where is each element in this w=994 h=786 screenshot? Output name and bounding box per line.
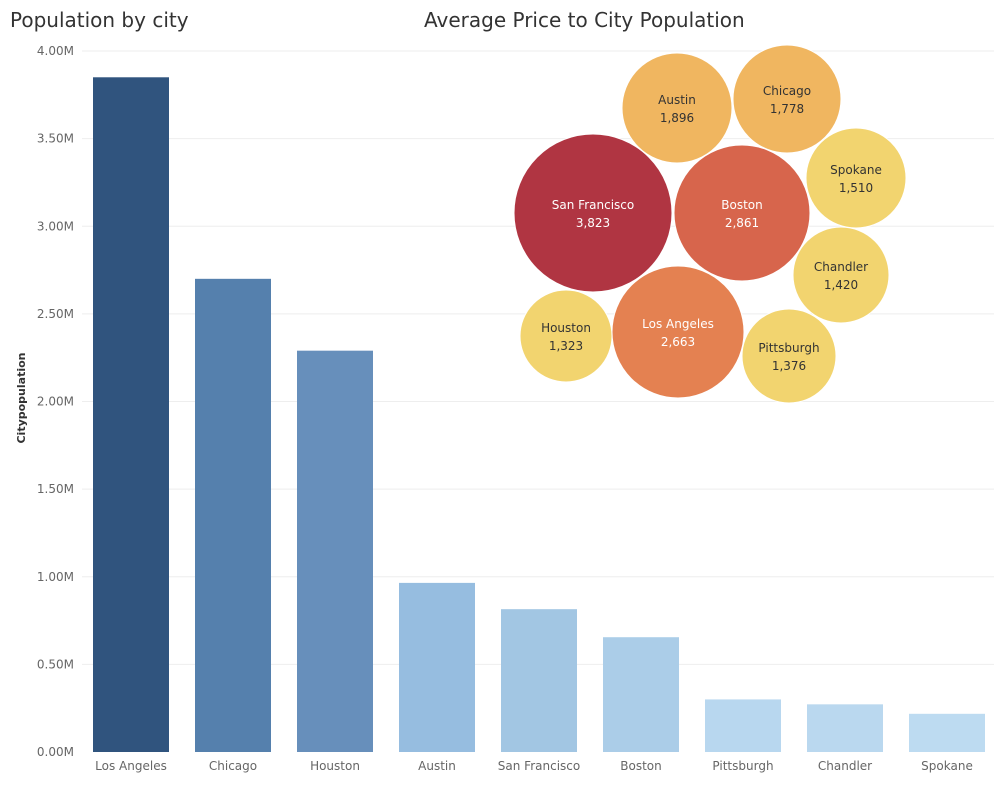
- y-tick-label: 1.50M: [37, 482, 74, 496]
- x-tick-label: Boston: [620, 759, 661, 773]
- x-tick-label: Chicago: [209, 759, 257, 773]
- bubble-value: 1,420: [824, 278, 858, 292]
- x-tick-label: Pittsburgh: [712, 759, 773, 773]
- bar-chandler[interactable]: [807, 704, 883, 752]
- y-tick-label: 4.00M: [37, 44, 74, 58]
- bubble-houston[interactable]: [519, 289, 613, 383]
- y-tick-label: 0.50M: [37, 657, 74, 671]
- bubble-value: 1,376: [772, 359, 806, 373]
- y-tick-label: 2.50M: [37, 307, 74, 321]
- bubble-label: Pittsburgh: [758, 341, 819, 355]
- x-tick-label: Los Angeles: [95, 759, 167, 773]
- bar-boston[interactable]: [603, 637, 679, 752]
- y-tick-label: 3.50M: [37, 132, 74, 146]
- bar-austin[interactable]: [399, 582, 475, 752]
- bubble-label: San Francisco: [552, 198, 634, 212]
- bubble-value: 2,861: [725, 216, 759, 230]
- y-tick-label: 1.00M: [37, 570, 74, 584]
- bar-pittsburgh[interactable]: [705, 699, 781, 752]
- x-tick-label: Austin: [418, 759, 456, 773]
- bubble-chart-title: Average Price to City Population: [424, 8, 745, 32]
- bubble-los-angeles[interactable]: [611, 265, 745, 399]
- bubble-label: Austin: [658, 93, 696, 107]
- bubble-value: 1,510: [839, 181, 873, 195]
- bubble-label: Houston: [541, 321, 591, 335]
- bubble-pittsburgh[interactable]: [741, 308, 837, 404]
- bubble-chandler[interactable]: [792, 226, 890, 324]
- bubble-value: 2,663: [661, 335, 695, 349]
- x-tick-label: Houston: [310, 759, 360, 773]
- bubble-value: 3,823: [576, 216, 610, 230]
- bubble-label: Chicago: [763, 84, 811, 98]
- y-tick-label: 2.00M: [37, 395, 74, 409]
- bar-los-angeles[interactable]: [93, 77, 169, 753]
- bar-houston[interactable]: [297, 350, 373, 752]
- bar-spokane[interactable]: [909, 713, 985, 752]
- bar-san-francisco[interactable]: [501, 609, 577, 752]
- bubble-spokane[interactable]: [805, 127, 907, 229]
- bubble-chicago[interactable]: [732, 44, 842, 154]
- y-tick-label: 3.00M: [37, 219, 74, 233]
- y-axis-label: Citypopulation: [15, 352, 28, 443]
- bubble-boston[interactable]: [673, 144, 811, 282]
- bubble-austin[interactable]: [621, 52, 733, 164]
- y-tick-label: 0.00M: [37, 745, 74, 759]
- bar-chicago[interactable]: [195, 278, 271, 752]
- bar-chart-title: Population by city: [10, 8, 189, 32]
- bubble-label: Chandler: [814, 260, 868, 274]
- bubble-label: Los Angeles: [642, 317, 714, 331]
- bubble-label: Boston: [721, 198, 762, 212]
- bubble-san-francisco[interactable]: [513, 133, 673, 293]
- bubble-label: Spokane: [830, 163, 882, 177]
- x-tick-label: Chandler: [818, 759, 872, 773]
- bubble-value: 1,896: [660, 111, 694, 125]
- bubble-value: 1,778: [770, 102, 804, 116]
- bubble-value: 1,323: [549, 339, 583, 353]
- x-tick-label: San Francisco: [498, 759, 580, 773]
- x-tick-label: Spokane: [921, 759, 973, 773]
